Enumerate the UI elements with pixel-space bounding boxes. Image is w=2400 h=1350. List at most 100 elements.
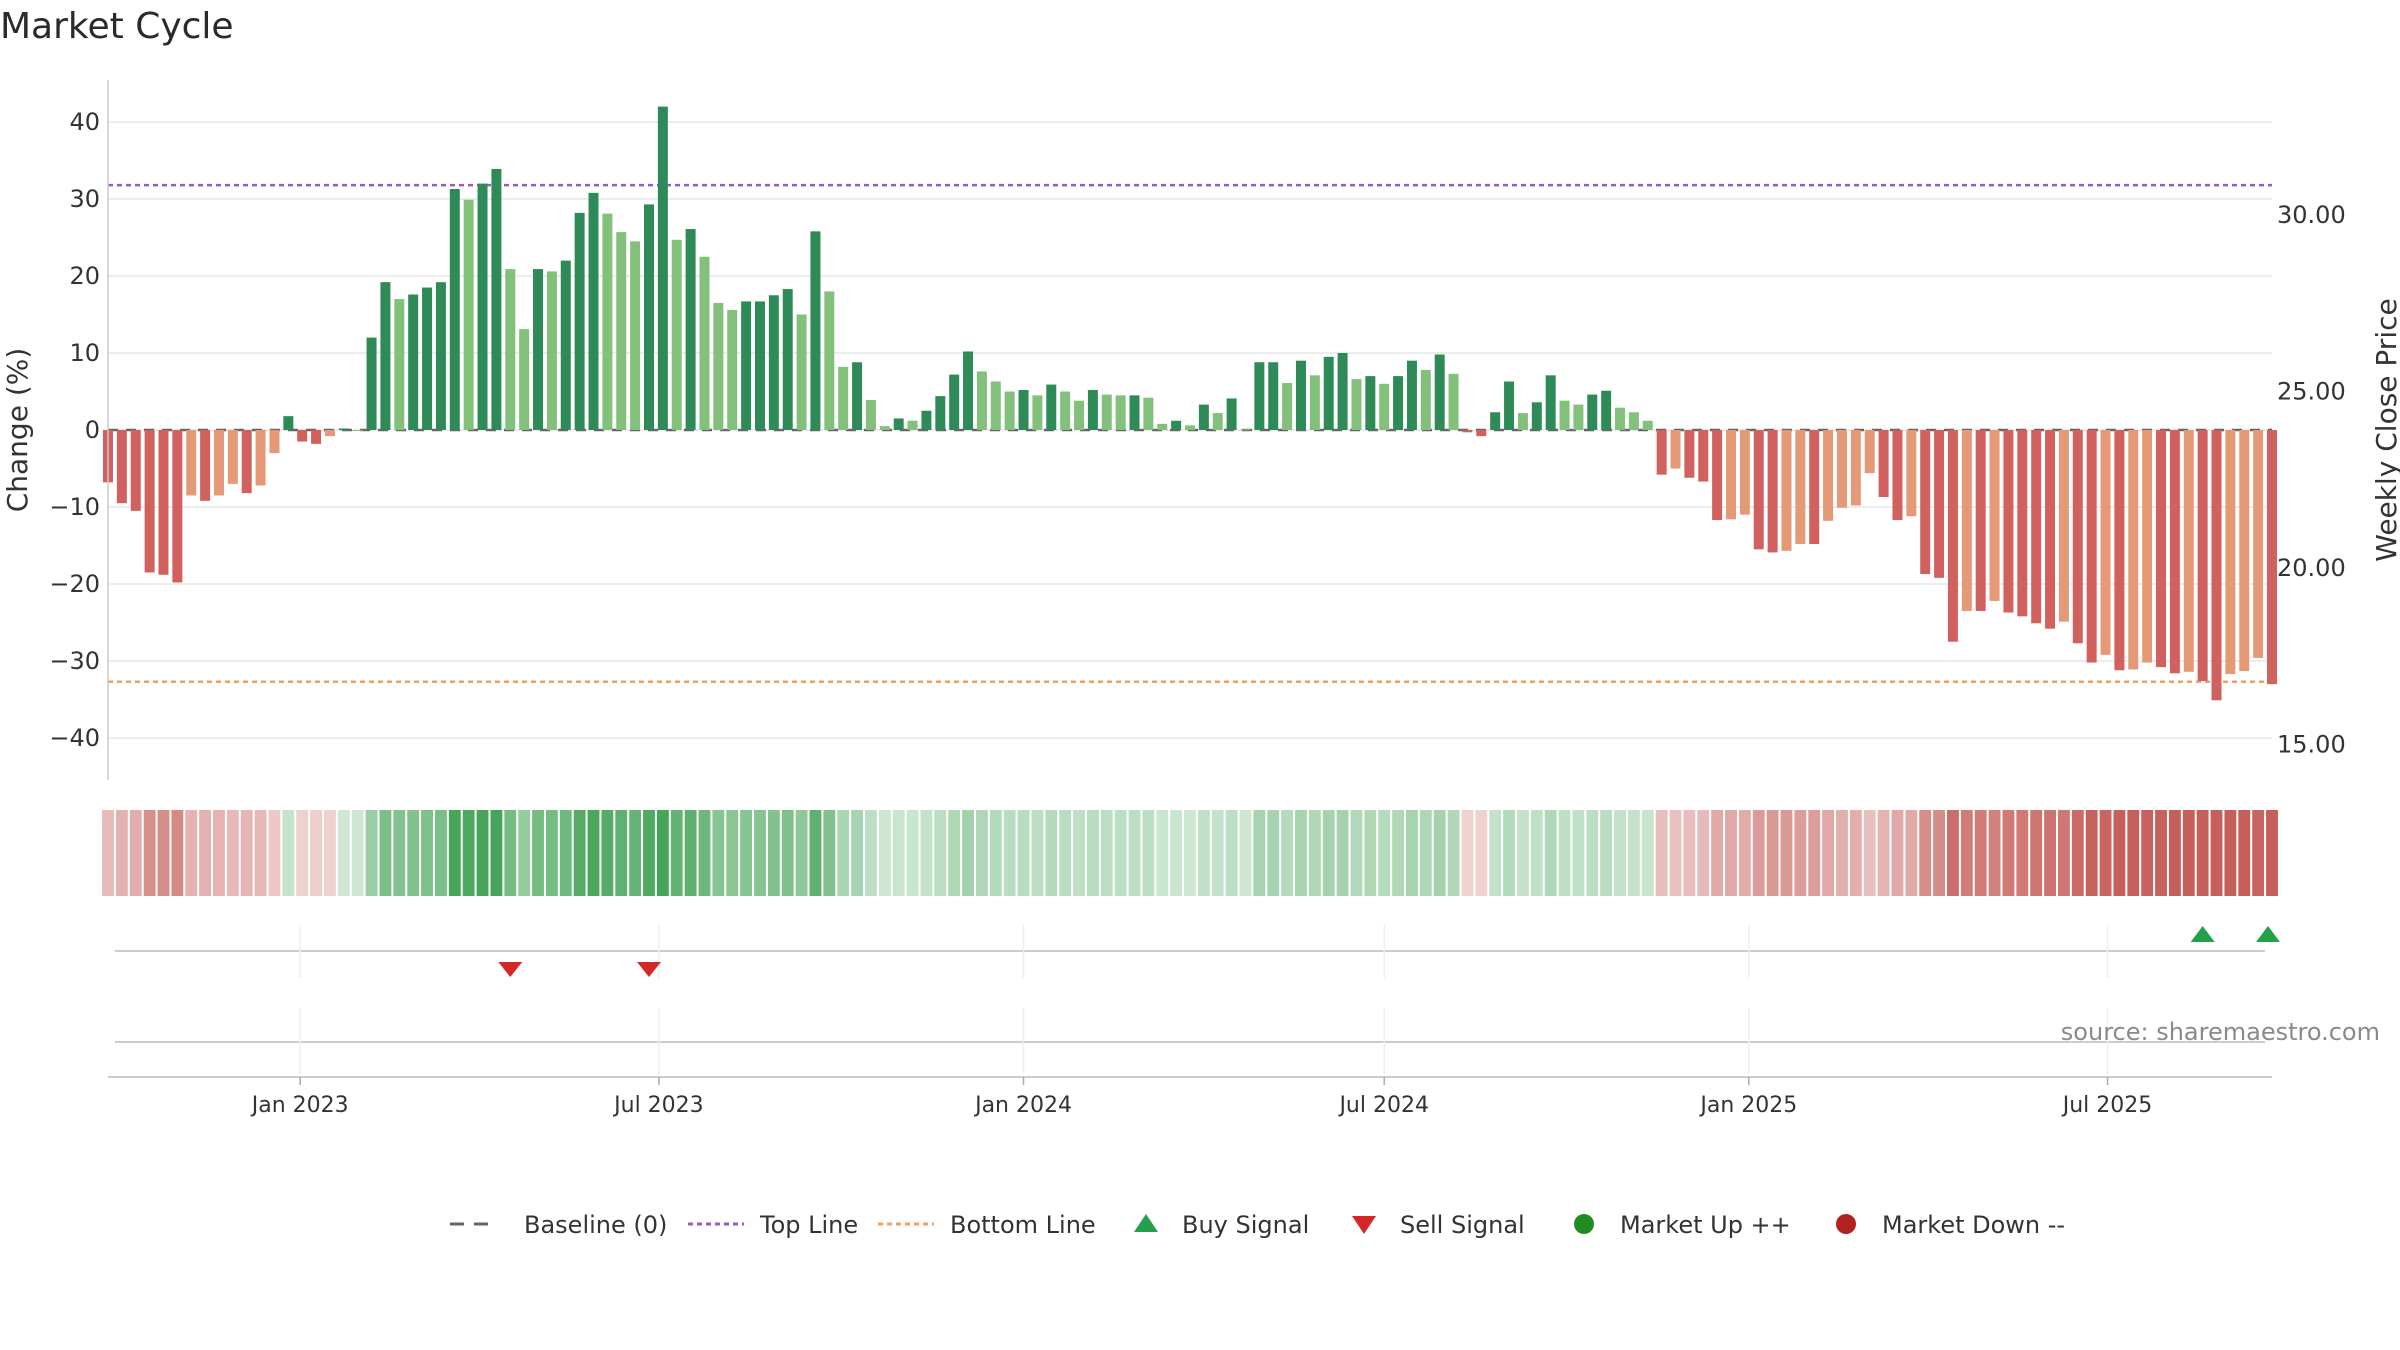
- x-tick-label: Jul 2024: [1337, 1093, 1429, 1118]
- bar: [1989, 430, 2000, 601]
- y2-tick-label: 20.00: [2277, 554, 2346, 582]
- heat-cell: [1780, 810, 1793, 896]
- heat-cell: [1988, 810, 2001, 896]
- heat-cell: [1822, 810, 1835, 896]
- heat-cell: [2155, 810, 2167, 896]
- bar: [796, 314, 807, 430]
- bar: [519, 329, 530, 430]
- bar: [1628, 412, 1639, 430]
- heat-cell: [1475, 810, 1488, 896]
- heat-cell: [629, 810, 642, 896]
- bar: [741, 301, 752, 430]
- heat-cell: [1849, 810, 1862, 896]
- heat-cell: [1669, 810, 1682, 896]
- heat-cell: [878, 810, 891, 896]
- heat-cell: [795, 810, 808, 896]
- bar: [560, 260, 571, 430]
- bar: [2169, 430, 2180, 674]
- bar: [1823, 430, 1834, 521]
- heat-cell: [2016, 810, 2029, 896]
- legend-item-buy: Buy Signal: [1134, 1211, 1309, 1239]
- heat-cell: [559, 810, 572, 896]
- heat-cell: [975, 810, 988, 896]
- bar: [1060, 391, 1071, 430]
- bar: [2211, 430, 2222, 701]
- bar: [1517, 413, 1528, 430]
- bar: [269, 430, 280, 454]
- legend-label: Buy Signal: [1182, 1211, 1309, 1239]
- bar: [116, 430, 127, 504]
- heat-cell: [1059, 810, 1072, 896]
- bar: [1282, 383, 1293, 430]
- bar: [463, 199, 474, 430]
- bar: [1337, 353, 1348, 430]
- bar: [1809, 430, 1820, 544]
- bar: [1545, 375, 1556, 430]
- heat-cell: [2168, 810, 2181, 896]
- heat-cell: [1600, 810, 1613, 896]
- bar: [1656, 430, 1667, 475]
- heat-cell: [837, 810, 850, 896]
- axes: 40 30 20 10 0 −10 −20 −30 −40 30.00 25.00 20.00 15.0…: [49, 80, 2346, 780]
- heat-cell: [1003, 810, 1016, 896]
- heat-cell: [851, 810, 864, 896]
- bar: [893, 418, 904, 430]
- legend-item-mdown: Market Down --: [1836, 1211, 2065, 1239]
- heat-cell: [1031, 810, 1044, 896]
- bar: [1032, 395, 1043, 430]
- heat-cell: [532, 810, 544, 896]
- heat-cell: [754, 810, 766, 896]
- heat-cell: [1530, 810, 1543, 896]
- bar: [921, 410, 932, 430]
- heat-cell: [545, 810, 558, 896]
- bar: [1739, 430, 1750, 515]
- bar: [2142, 430, 2153, 663]
- heat-cell: [1461, 810, 1474, 896]
- bar: [1947, 430, 1958, 642]
- heat-cell: [1586, 810, 1599, 896]
- bar: [2017, 430, 2028, 617]
- bar: [435, 282, 446, 430]
- bar: [1975, 430, 1986, 611]
- bar: [1462, 430, 1473, 433]
- heat-cell: [989, 810, 1002, 896]
- bar: [935, 396, 946, 430]
- heat-cell: [1156, 810, 1169, 896]
- heat-cell: [1433, 810, 1446, 896]
- buy-signal-marker: [2190, 926, 2215, 942]
- y2-axis-label: Weekly Close Price: [2370, 298, 2400, 561]
- reference-lines: [108, 183, 2272, 684]
- heat-cell: [1919, 810, 1932, 896]
- bar: [213, 430, 224, 496]
- bar: [311, 430, 322, 444]
- heat-cell: [1253, 810, 1266, 896]
- bar: [1795, 430, 1806, 544]
- heat-cell: [1447, 810, 1460, 896]
- bar: [1115, 395, 1126, 430]
- heat-cell: [310, 810, 323, 896]
- bar: [1531, 402, 1542, 430]
- heat-cell: [615, 810, 628, 896]
- bar: [1559, 400, 1570, 430]
- bar: [699, 256, 710, 430]
- heat-cell: [504, 810, 517, 896]
- heat-cell: [296, 810, 309, 896]
- bar: [963, 351, 974, 430]
- bar: [2072, 430, 2083, 644]
- x-tick-label: Jul 2023: [612, 1093, 704, 1118]
- heat-cell: [1572, 810, 1585, 896]
- bar: [2183, 430, 2194, 672]
- bar: [852, 362, 863, 430]
- heat-cell: [1281, 810, 1294, 896]
- bar: [754, 301, 765, 430]
- heat-cell: [2085, 810, 2098, 896]
- heat-cell: [129, 810, 142, 896]
- heat-cell: [865, 810, 877, 896]
- heat-cell: [2266, 810, 2278, 896]
- heat-cell: [1655, 810, 1668, 896]
- bar: [976, 371, 987, 430]
- bar: [1379, 383, 1390, 430]
- bar: [380, 282, 391, 430]
- heat-cell: [740, 810, 753, 896]
- legend-label: Sell Signal: [1400, 1211, 1525, 1239]
